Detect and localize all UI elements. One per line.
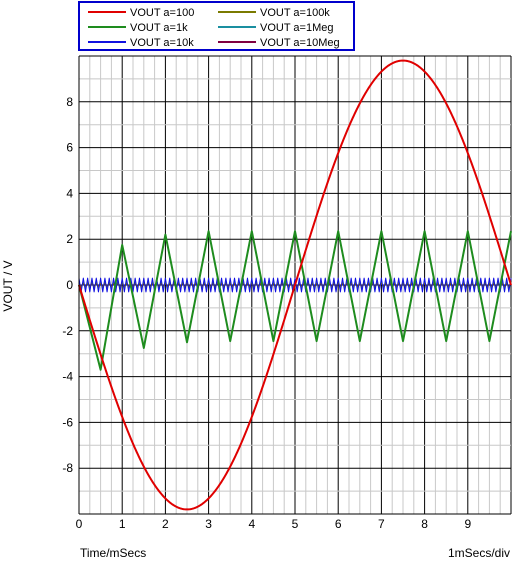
series-line-vout-a-10k <box>78 277 512 293</box>
x-tick-label: 0 <box>76 517 83 531</box>
y-axis-label: VOUT / V <box>1 260 15 311</box>
x-tick-label: 3 <box>205 517 212 531</box>
y-tick-label: 4 <box>66 186 73 200</box>
series-line-vout-a-1k <box>78 230 512 371</box>
series-line-vout-a-100 <box>78 59 512 511</box>
y-tick-label: -6 <box>62 415 73 429</box>
legend-label-vout-a-10meg: VOUT a=10Meg <box>260 37 340 49</box>
x-tick-labels: 0 1 2 3 4 5 6 7 8 9 <box>76 517 472 531</box>
y-tick-label: 8 <box>66 95 73 109</box>
x-tick-label: 8 <box>421 517 428 531</box>
grid <box>78 55 512 515</box>
y-tick-labels: -8 -6 -4 -2 0 2 4 6 8 <box>62 95 73 475</box>
y-tick-label: -8 <box>62 461 73 475</box>
x-tick-label: 4 <box>248 517 255 531</box>
x-tick-label: 7 <box>378 517 385 531</box>
y-tick-label: 0 <box>66 278 73 292</box>
legend-label-vout-a-1meg: VOUT a=1Meg <box>260 22 333 34</box>
y-tick-label: -2 <box>62 324 73 338</box>
legend-items: VOUT a=100 VOUT a=100k VOUT a=1k VOUT a=1Me… <box>88 7 340 49</box>
x-tick-label: 9 <box>464 517 471 531</box>
x-tick-label: 2 <box>162 517 169 531</box>
y-tick-label: -4 <box>62 370 73 384</box>
legend-label-vout-a-100: VOUT a=100 <box>130 7 194 19</box>
x-tick-label: 5 <box>292 517 299 531</box>
x-tick-label: 1 <box>119 517 126 531</box>
legend-label-vout-a-10k: VOUT a=10k <box>130 37 194 49</box>
legend-label-vout-a-1k: VOUT a=1k <box>130 22 188 34</box>
y-tick-label: 6 <box>66 141 73 155</box>
x-axis-label: Time/mSecs <box>80 546 146 560</box>
y-tick-label: 2 <box>66 232 73 246</box>
x-scale-label: 1mSecs/div <box>448 546 510 560</box>
series-lines <box>78 59 512 511</box>
x-tick-label: 6 <box>335 517 342 531</box>
legend-label-vout-a-100k: VOUT a=100k <box>260 7 330 19</box>
legend[interactable]: VOUT a=100 VOUT a=100k VOUT a=1k VOUT a=1Me… <box>78 1 355 51</box>
